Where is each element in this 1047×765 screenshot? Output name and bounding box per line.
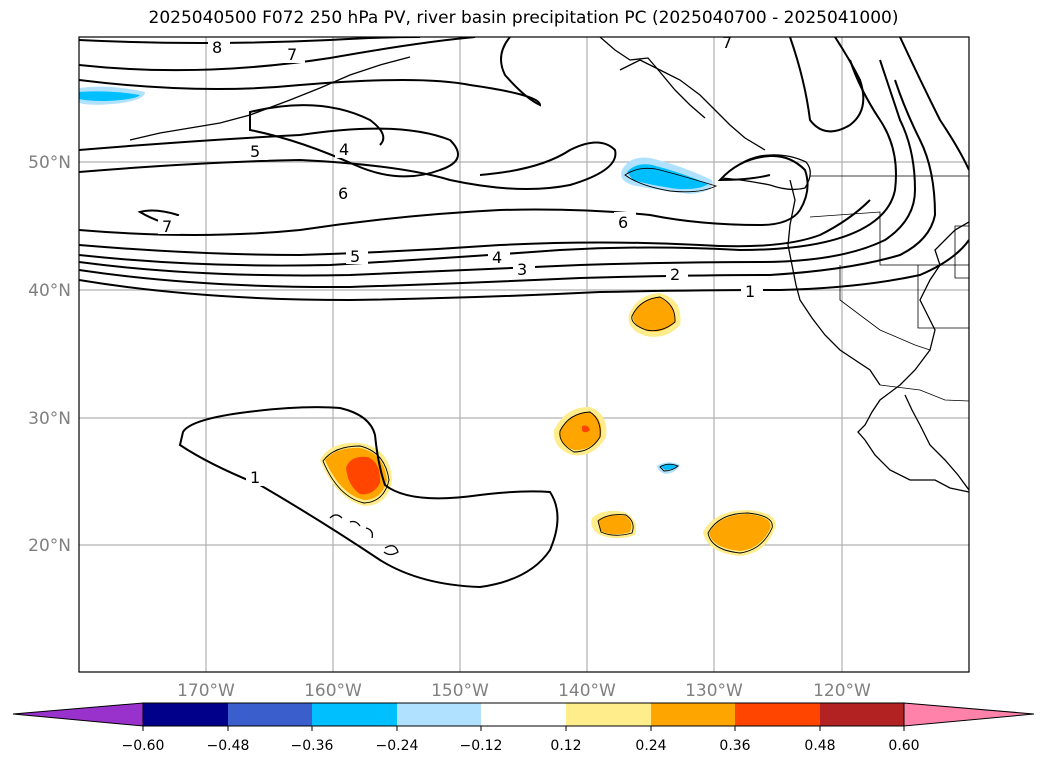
- lon-label-170w: 170°W: [177, 681, 235, 701]
- map-frame-bg: [79, 37, 969, 672]
- border-state-2: [839, 265, 931, 351]
- longitude-labels: 170°W 160°W 150°W 140°W 130°W 120°W: [177, 681, 871, 701]
- lat-label-40n: 40°N: [28, 281, 71, 301]
- colorbar-extend-left: [12, 702, 144, 727]
- colorbar-tick-6: 0.12: [550, 738, 581, 754]
- contour-label-7-top: 7: [722, 33, 732, 52]
- colorbar-tick-10: 0.60: [888, 738, 919, 754]
- colorbar: −0.60 −0.48 −0.36 −0.24 −0.12 0.12 0.24 …: [12, 702, 1035, 754]
- pv-contour-1-east: [899, 37, 969, 171]
- colorbar-tick-3: −0.36: [291, 738, 334, 754]
- pv-contour-4: [79, 59, 897, 267]
- colorbar-segment-5: [481, 703, 566, 726]
- precip-negative-gulf-core: [627, 164, 708, 190]
- pv-contour-6-mid: [79, 154, 809, 236]
- contour-label-3: 3: [517, 260, 527, 279]
- contour-label-4: 4: [492, 248, 502, 267]
- colorbar-tick-2: −0.48: [207, 738, 250, 754]
- lon-label-130w: 130°W: [685, 681, 743, 701]
- contour-labels: 8 7 7 5 4 6 7 6 5 4 3 2 1 1: [158, 33, 763, 487]
- colorbar-tick-9: 0.48: [804, 738, 835, 754]
- colorbar-tick-4: −0.24: [376, 738, 419, 754]
- map-frame: [78, 36, 970, 673]
- precipitation-shading: [79, 86, 776, 556]
- coastline-vancouver-island: [720, 154, 811, 191]
- colorbar-tick-marks: [142, 726, 905, 731]
- contour-label-5-upper: 5: [250, 142, 260, 161]
- pv-contour-1: [79, 239, 969, 302]
- map-title: 2025040500 F072 250 hPa PV, river basin …: [148, 8, 899, 28]
- latitude-labels: 50°N 40°N 30°N 20°N: [28, 153, 71, 556]
- contour-label-7-small: 7: [162, 217, 172, 236]
- precip-positive-south-small-core: [598, 515, 632, 535]
- coastline-hawaii: [329, 514, 399, 556]
- colorbar-tick-7: 0.24: [635, 738, 666, 754]
- pv-contour-1-pacific: [178, 406, 559, 589]
- pv-contour-7-upper: [79, 37, 476, 72]
- contour-label-1-pacific: 1: [250, 468, 260, 487]
- lon-label-150w: 150°W: [431, 681, 489, 701]
- border-box: [954, 225, 969, 279]
- pv-contour-5-lower: [79, 199, 871, 257]
- lon-label-120w: 120°W: [813, 681, 871, 701]
- border-state-1: [809, 211, 969, 266]
- colorbar-tick-5: −0.12: [460, 738, 503, 754]
- lat-label-30n: 30°N: [28, 409, 71, 429]
- gridlines: [79, 37, 969, 672]
- coastline-baja: [904, 394, 969, 491]
- pv-contour-5-upper: [79, 104, 459, 178]
- precip-positive-south-east-core: [709, 514, 771, 551]
- coastline-alaska-panhandle: [599, 37, 706, 119]
- contour-label-8-left: 8: [212, 38, 222, 57]
- lat-label-20n: 20°N: [28, 536, 71, 556]
- colorbar-segment-3: [312, 703, 397, 726]
- pv-contour-2: [79, 79, 937, 289]
- contour-label-5-lower: 5: [350, 247, 360, 266]
- coastline-west-coast: [787, 179, 881, 386]
- coastline-bc-islands: [619, 59, 766, 151]
- colorbar-segment-2: [228, 703, 312, 726]
- colorbar-extend-right: [903, 702, 1035, 727]
- precip-positive-north-core: [632, 297, 676, 332]
- contour-label-7-upper: 7: [287, 45, 297, 64]
- precip-negative-small-core: [660, 464, 677, 470]
- border-mexico: [879, 384, 969, 402]
- contour-label-6-mid: 6: [618, 213, 628, 232]
- pv-contour-7-mid: [79, 37, 542, 107]
- border-state-3: [917, 265, 969, 329]
- colorbar-segment-1: [143, 703, 228, 726]
- precip-positive-central-peak: [582, 425, 590, 433]
- precip-negative-nw-core: [79, 91, 140, 101]
- contour-label-4-upper: 4: [339, 140, 349, 159]
- colorbar-tick-1: −0.60: [122, 738, 165, 754]
- colorbar-segment-6: [566, 703, 651, 726]
- coastline-north-america: [857, 221, 969, 493]
- pv-contour-6-upper: [79, 141, 617, 190]
- contour-label-2: 2: [670, 265, 680, 284]
- colorbar-frame: [142, 702, 905, 727]
- pv-contours: [79, 37, 969, 589]
- lon-label-140w: 140°W: [558, 681, 616, 701]
- colorbar-segment-8: [735, 703, 820, 726]
- state-borders: [809, 175, 969, 402]
- lat-label-50n: 50°N: [28, 153, 71, 173]
- contour-label-6-upper: 6: [338, 184, 348, 203]
- pv-contour-1-north: [789, 37, 865, 133]
- colorbar-tick-8: 0.36: [719, 738, 750, 754]
- colorbar-segment-9: [820, 703, 904, 726]
- contour-label-1: 1: [745, 282, 755, 301]
- precip-positive-hawaii-peak: [346, 456, 381, 495]
- colorbar-segment-4: [397, 703, 481, 726]
- lon-label-160w: 160°W: [304, 681, 362, 701]
- precip-positive-central-core: [559, 412, 602, 451]
- pv-contour-3: [79, 59, 917, 277]
- colorbar-segment-7: [651, 703, 735, 726]
- shading-outlines: [322, 167, 773, 554]
